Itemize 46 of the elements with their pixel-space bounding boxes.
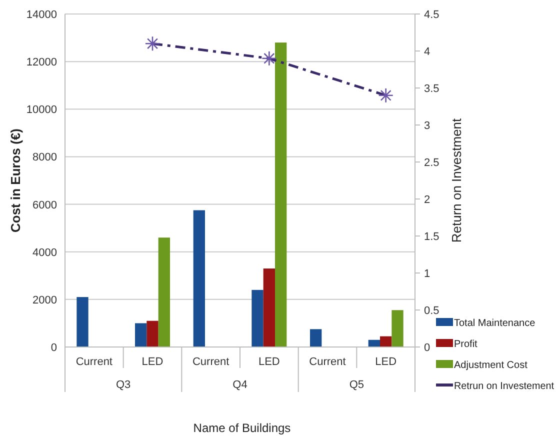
y2-tick-label: 3.5 <box>424 83 440 95</box>
bar <box>368 340 380 347</box>
bar <box>380 336 392 347</box>
text: Q4 <box>232 379 248 391</box>
y2-tick-label: 0 <box>424 342 430 354</box>
x-tick-label: Current <box>309 356 346 368</box>
x-tick-label: Current <box>192 356 230 368</box>
text: Q5 <box>349 379 364 391</box>
y-tick-label: 6000 <box>32 199 57 212</box>
y2-axis-title: Return on Investment <box>449 118 464 243</box>
bar <box>76 297 88 347</box>
legend-label: Profit <box>454 339 478 350</box>
bar <box>146 320 158 347</box>
bar <box>263 268 275 347</box>
legend-label: Retrun on Investement <box>454 381 556 392</box>
x-tick-label: LED <box>142 356 164 368</box>
y2-tick-label: 3 <box>424 120 430 132</box>
y2-tick-label: 1.5 <box>424 231 440 243</box>
x-tick-label: Current <box>76 356 113 368</box>
legend-label: Adjustment Cost <box>454 360 528 371</box>
bar <box>392 310 404 347</box>
y-tick-label: 12000 <box>26 56 57 69</box>
y2-tick-label: 4.5 <box>424 9 440 21</box>
y-axis-title: Cost in Euros (€) <box>8 128 23 233</box>
bar <box>135 323 147 347</box>
y-tick-label: 14000 <box>26 9 57 21</box>
text: Q3 <box>116 379 131 391</box>
y-tick-label: 4000 <box>32 246 57 259</box>
y2-tick-label: 2.5 <box>424 157 440 169</box>
x-tick-label: LED <box>375 356 397 368</box>
x-tick-label: LED <box>258 356 280 368</box>
x-axis-title: Name of Buildings <box>193 421 291 435</box>
legend-label: Total Maintenance <box>454 318 536 329</box>
bar <box>252 290 264 347</box>
y2-tick-label: 1 <box>424 268 430 280</box>
bar <box>310 329 322 347</box>
y2-tick-label: 4 <box>424 46 430 58</box>
y-tick-label: 8000 <box>32 152 57 164</box>
y-tick-label: 2000 <box>32 294 57 306</box>
bar <box>193 210 205 347</box>
y-tick-label: 10000 <box>26 104 57 116</box>
bar <box>158 238 170 347</box>
y2-tick-label: 0.5 <box>424 305 440 317</box>
y-tick-label: 0 <box>50 342 57 354</box>
y2-tick-label: 2 <box>424 194 430 206</box>
bar <box>275 42 287 347</box>
